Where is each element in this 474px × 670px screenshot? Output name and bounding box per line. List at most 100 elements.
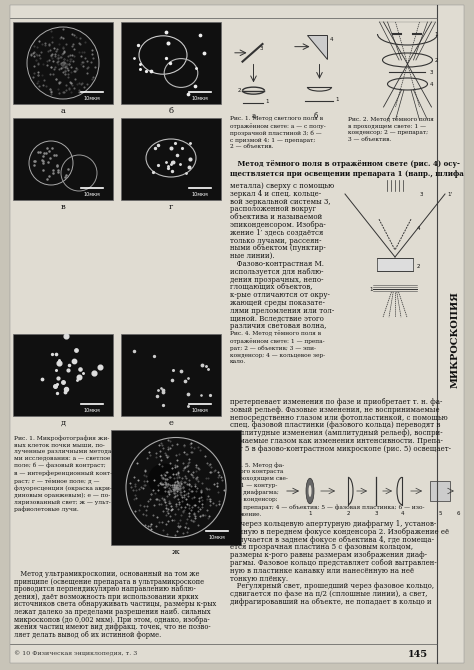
- Text: проводится перпендикулярно направлению наблю-: проводится перпендикулярно направлению н…: [14, 585, 196, 593]
- Text: 3: 3: [259, 46, 263, 51]
- Text: амплитудные изменения (амплитудный рельеф), воспри-: амплитудные изменения (амплитудный релье…: [230, 429, 443, 438]
- Bar: [13, 118, 113, 200]
- Bar: [111, 430, 241, 545]
- Text: 3: 3: [420, 192, 423, 196]
- Text: 6: 6: [456, 511, 460, 516]
- Text: эпиконденсором. Изобра-: эпиконденсором. Изобра-: [230, 221, 326, 229]
- Text: к-рые отличаются от окру-: к-рые отличаются от окру-: [230, 291, 330, 299]
- Text: Рис. 5. Метод фа-
зового контраста
в проходящем све-
те: 1 — контур-
ная диафраг: Рис. 5. Метод фа- зового контраста в про…: [230, 462, 425, 517]
- Circle shape: [178, 486, 206, 513]
- Text: Фазово-контрастная М.: Фазово-контрастная М.: [230, 260, 324, 268]
- Text: 4: 4: [400, 511, 404, 516]
- Text: рагмы. Фазовое кольцо представляет собой вытравлен-: рагмы. Фазовое кольцо представляет собой…: [230, 559, 437, 567]
- Text: 1': 1': [447, 192, 452, 196]
- Text: Рис. 2. Метод тёмного поля
в проходящем свете: 1 —
конденсор; 2 — препарат;
3 — : Рис. 2. Метод тёмного поля в проходящем …: [348, 116, 434, 142]
- Text: 10мкм: 10мкм: [191, 96, 209, 101]
- Text: 10мкм: 10мкм: [83, 192, 100, 197]
- Text: 3: 3: [429, 70, 433, 74]
- Text: 1: 1: [308, 511, 312, 516]
- Text: 2: 2: [417, 264, 420, 269]
- Text: спец. фазовой пластинки (фазового кольца) переводят в: спец. фазовой пластинки (фазового кольца…: [230, 421, 440, 429]
- Bar: [121, 22, 221, 104]
- Text: зовый рельеф. Фазовые изменения, не воспринимаемые: зовый рельеф. Фазовые изменения, не восп…: [230, 406, 439, 414]
- Text: Рис. 1. Метод светлого поля в
отражённом свете: а — с полу-
прозрачной пластиной: Рис. 1. Метод светлого поля в отражённом…: [230, 116, 326, 149]
- Ellipse shape: [309, 485, 311, 497]
- Text: Рис. 1. Микрофотография жи-
вых клеток почки мыши, по-
лученные различными метод: Рис. 1. Микрофотография жи- вых клеток п…: [14, 435, 113, 513]
- Text: получается в заднем фокусе объектива 4, где помеща-: получается в заднем фокусе объектива 4, …: [230, 535, 434, 543]
- Text: б: б: [168, 107, 173, 115]
- Text: микроскопов (до 0,002 мкм). При этом, однако, изобра-: микроскопов (до 0,002 мкм). При этом, од…: [14, 616, 210, 624]
- Text: щиной. Вследствие этого: щиной. Вследствие этого: [230, 315, 324, 322]
- Text: претерпевает изменения по фазе и приобретает т. н. фа-: претерпевает изменения по фазе и приобре…: [230, 398, 442, 406]
- Text: 4: 4: [329, 37, 333, 42]
- Bar: [121, 334, 221, 416]
- Bar: [121, 118, 221, 200]
- Text: ными объектом (пунктир-: ными объектом (пунктир-: [230, 245, 326, 253]
- Text: 2: 2: [238, 88, 241, 93]
- Text: принципе (освещение препарата в ультрамикроскопе: принципе (освещение препарата в ультрами…: [14, 578, 204, 586]
- Text: Метод тёмного поля в отражённом свете (рис. 4) осу-
ществляется при освещении пр: Метод тёмного поля в отражённом свете (р…: [230, 160, 464, 178]
- Text: жения частиц имеют вид дифракц. точек, что не позво-: жения частиц имеют вид дифракц. точек, ч…: [14, 623, 210, 631]
- Bar: [13, 22, 113, 104]
- Text: Рис. 4. Метод тёмного поля в
отражённом свете: 1 — препа-
рат; 2 — объектив; 3 —: Рис. 4. Метод тёмного поля в отражённом …: [230, 330, 325, 364]
- Text: Регулярный свет, прошедший через фазовое кольцо,: Регулярный свет, прошедший через фазовое…: [230, 582, 434, 590]
- Text: дифрагировавший на объекте, не попадает в кольцо и: дифрагировавший на объекте, не попадает …: [230, 598, 432, 606]
- Text: дения), даёт возможность при использовании ярких: дения), даёт возможность при использован…: [14, 593, 199, 601]
- Text: ется прозрачная пластина 5 с фазовым кольцом,: ется прозрачная пластина 5 с фазовым кол…: [230, 543, 413, 551]
- Text: ж: ж: [172, 548, 180, 556]
- Text: лями преломления или тол-: лями преломления или тол-: [230, 307, 334, 315]
- Text: металла) сверху с помощью: металла) сверху с помощью: [230, 182, 334, 190]
- Text: © 10 Физическая энциклопедия, т. 3: © 10 Физическая энциклопедия, т. 3: [14, 650, 137, 656]
- Text: жающей среды показате-: жающей среды показате-: [230, 299, 325, 307]
- Text: а: а: [61, 107, 65, 115]
- Text: 145: 145: [408, 650, 428, 659]
- Text: рат 5 в фазово-контрастном микроскопе (рис. 5) освещает-: рат 5 в фазово-контрастном микроскопе (р…: [230, 445, 451, 453]
- Text: объектива и называемой: объектива и называемой: [230, 213, 322, 221]
- Text: 2: 2: [435, 58, 438, 62]
- Text: тонкую плёнку.: тонкую плёнку.: [230, 575, 288, 583]
- Text: Метод ультрамикроскопии, основанный на том же: Метод ультрамикроскопии, основанный на т…: [14, 570, 200, 578]
- Bar: [13, 334, 113, 416]
- Text: ную в пластинке канавку или нанесённую на неё: ную в пластинке канавку или нанесённую н…: [230, 567, 414, 575]
- Ellipse shape: [306, 478, 314, 504]
- Circle shape: [148, 464, 180, 496]
- Text: различия световая волна,: различия световая волна,: [230, 322, 327, 330]
- Text: ся через кольцевую апертурную диафрагму 1, установ-: ся через кольцевую апертурную диафрагму …: [230, 520, 436, 528]
- Text: 4: 4: [429, 82, 433, 86]
- Polygon shape: [308, 36, 328, 59]
- Text: зеркал 4 и спец. кольце-: зеркал 4 и спец. кольце-: [230, 190, 321, 198]
- Text: 1: 1: [369, 287, 373, 291]
- Text: б: б: [313, 112, 318, 120]
- Text: расположенной вокруг: расположенной вокруг: [230, 206, 316, 214]
- Text: е: е: [169, 419, 173, 427]
- Text: д: д: [61, 419, 65, 427]
- Text: г: г: [169, 203, 173, 211]
- Text: нимаемые глазом как изменения интенсивности. Препа-: нимаемые глазом как изменения интенсивно…: [230, 437, 443, 445]
- Text: 1: 1: [336, 97, 339, 102]
- Bar: [377, 259, 413, 271]
- Text: 10мкм: 10мкм: [83, 96, 100, 101]
- Text: 1: 1: [265, 98, 269, 104]
- Text: ные линии).: ные линии).: [230, 252, 274, 260]
- Text: источников света обнаруживать частицы, размеры к-рых: источников света обнаруживать частицы, р…: [14, 600, 216, 608]
- Text: 10мкм: 10мкм: [191, 192, 209, 197]
- Text: 5: 5: [438, 511, 442, 516]
- Text: 1: 1: [435, 31, 438, 36]
- Text: жение 1′ здесь создаётся: жение 1′ здесь создаётся: [230, 228, 323, 237]
- Text: используется для наблю-: используется для наблю-: [230, 268, 323, 276]
- Text: 10мкм: 10мкм: [191, 408, 209, 413]
- Bar: [430, 481, 450, 501]
- Text: сдвигается по фазе на π/2 (сплошные линии), а свет,: сдвигается по фазе на π/2 (сплошные лини…: [230, 590, 428, 598]
- Text: вой зеркальной системы 3,: вой зеркальной системы 3,: [230, 198, 331, 206]
- Text: дения прозрачных, непо-: дения прозрачных, непо-: [230, 275, 323, 283]
- Text: в: в: [61, 203, 65, 211]
- Text: 10мкм: 10мкм: [209, 535, 225, 540]
- Text: 3: 3: [374, 511, 378, 516]
- Text: непосредственно глазом или фотопластинкой, с помощью: непосредственно глазом или фотопластинко…: [230, 413, 447, 421]
- Text: 4: 4: [417, 226, 420, 232]
- Text: лежат далеко за пределами разрешения наиб. сильных: лежат далеко за пределами разрешения наи…: [14, 608, 210, 616]
- Text: МИКРОСКОПИЯ: МИКРОСКОПИЯ: [450, 291, 459, 389]
- Text: ленную в переднем фокусе конденсора 2. Изображение её: ленную в переднем фокусе конденсора 2. И…: [230, 528, 449, 536]
- Text: 10мкм: 10мкм: [83, 408, 100, 413]
- Text: а: а: [251, 112, 255, 120]
